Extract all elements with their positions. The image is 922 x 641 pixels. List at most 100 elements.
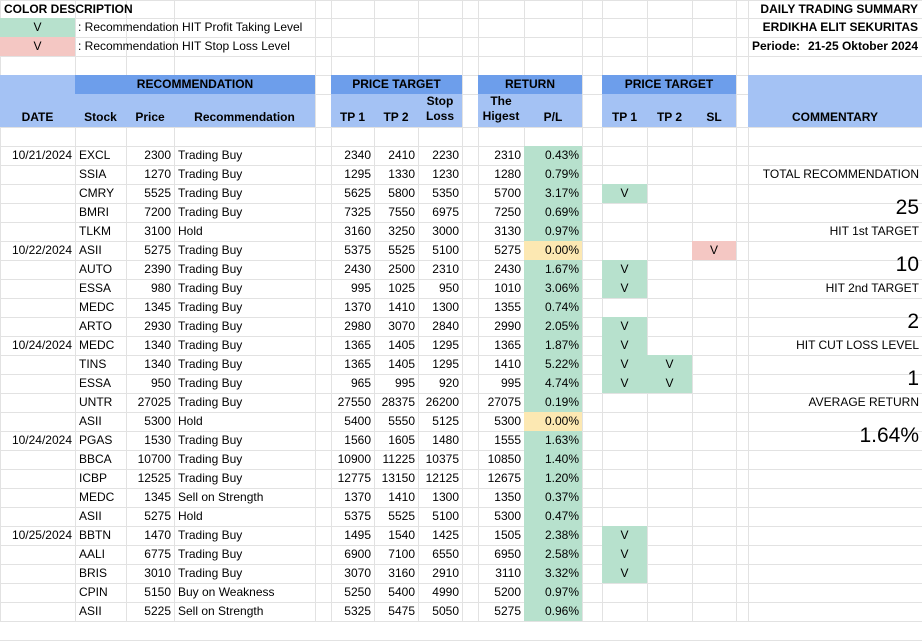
date-cell	[0, 412, 75, 431]
highest-cell: 1505	[494, 528, 521, 542]
stop-loss-header-line2: Loss	[425, 109, 454, 123]
pl-cell: 0.00%	[524, 241, 582, 260]
hit-tp1-cell: V	[602, 564, 647, 583]
tp2-cell: 5400	[388, 585, 415, 599]
date-cell	[0, 374, 75, 393]
pl-cell: 0.43%	[524, 146, 582, 165]
tp1-cell: 6900	[344, 547, 371, 561]
hit-second-target-label: HIT 2nd TARGET	[825, 281, 919, 295]
date-cell	[0, 165, 75, 184]
stop-loss-cell: 5125	[432, 414, 459, 428]
tp2-cell: 7100	[388, 547, 415, 561]
date-cell	[0, 355, 75, 374]
tp1-cell: 5375	[344, 509, 371, 523]
gridline-vertical	[748, 0, 749, 622]
price-cell: 5275	[144, 243, 171, 257]
date-cell	[0, 260, 75, 279]
hit-sl-cell	[692, 526, 736, 545]
recommendation-cell: Hold	[178, 224, 203, 238]
hit-tp1-cell	[602, 203, 647, 222]
price-cell: 5150	[144, 585, 171, 599]
hit-tp2-cell	[647, 184, 692, 203]
recommendation-cell: Trading Buy	[178, 243, 243, 257]
highest-cell: 5275	[494, 243, 521, 257]
stock-cell: SSIA	[79, 167, 107, 181]
period-label: Periode:	[752, 39, 801, 53]
hit-sl-cell	[692, 602, 736, 621]
highest-cell: 3130	[494, 224, 521, 238]
tp2-cell: 5525	[388, 243, 415, 257]
stock-cell: EXCL	[79, 148, 111, 162]
hit-cut-loss-value: 1	[907, 367, 919, 390]
stop-loss-cell: 1300	[432, 300, 459, 314]
tp1-cell: 5625	[344, 186, 371, 200]
gridline-vertical	[0, 0, 1, 622]
hit-tp1-cell	[602, 393, 647, 412]
recommendation-cell: Trading Buy	[178, 376, 243, 390]
date-cell	[0, 564, 75, 583]
price-cell: 2930	[144, 319, 171, 333]
rec-subheader-bg	[75, 94, 315, 127]
gridline-horizontal	[0, 488, 922, 489]
price-cell: 5225	[144, 604, 171, 618]
tp2-cell: 1330	[388, 167, 415, 181]
tp2-cell: 3250	[388, 224, 415, 238]
gridline-horizontal	[0, 241, 922, 242]
highest-cell: 5300	[494, 414, 521, 428]
gridline-horizontal	[0, 336, 922, 337]
hit-tp1-cell	[602, 450, 647, 469]
hit-tp2-cell	[647, 146, 692, 165]
hit-sl-cell	[692, 545, 736, 564]
gridline-horizontal	[0, 317, 922, 318]
hit-tp2-header: TP 2	[656, 110, 683, 124]
pl-cell: 0.19%	[524, 393, 582, 412]
hit-tp1-header: TP 1	[611, 110, 638, 124]
highest-cell: 2430	[494, 262, 521, 276]
highest-cell: 1365	[494, 338, 521, 352]
stock-cell: AUTO	[79, 262, 113, 276]
tp2-cell: 7550	[388, 205, 415, 219]
hit-tp1-cell	[602, 146, 647, 165]
hit-sl-cell	[692, 184, 736, 203]
hit-tp1-cell	[602, 241, 647, 260]
gridline-vertical	[692, 0, 693, 622]
tp1-cell: 3070	[344, 566, 371, 580]
legend-stop-swatch: V	[0, 37, 75, 56]
legend-stop-label: : Recommendation HIT Stop Loss Level	[78, 39, 290, 53]
stock-cell: ESSA	[79, 376, 112, 390]
gridline-horizontal	[0, 165, 922, 166]
average-return-label: AVERAGE RETURN	[808, 395, 919, 409]
date-cell	[0, 450, 75, 469]
stock-cell: AALI	[79, 547, 106, 561]
stop-loss-cell: 1425	[432, 528, 459, 542]
tp2-cell: 1540	[388, 528, 415, 542]
color-description-title: COLOR DESCRIPTION	[4, 2, 133, 16]
hit-second-target-value: 2	[907, 310, 919, 333]
hit-tp2-cell	[647, 564, 692, 583]
stop-loss-cell: 4990	[432, 585, 459, 599]
gridline-vertical	[174, 0, 175, 622]
return-group-bg	[478, 75, 582, 94]
stock-cell: ESSA	[79, 281, 112, 295]
hit-tp2-cell	[647, 526, 692, 545]
legend-profit-swatch: V	[0, 18, 75, 37]
recommendation-cell: Trading Buy	[178, 395, 243, 409]
highest-cell: 2310	[494, 148, 521, 162]
average-return-value: 1.64%	[859, 424, 919, 447]
highest-cell: 995	[500, 376, 521, 390]
gridline-horizontal	[0, 374, 922, 375]
highest-cell: 3110	[495, 566, 521, 580]
pl-cell: 1.67%	[524, 260, 582, 279]
gridline-horizontal	[0, 0, 922, 1]
tp2-cell: 28375	[381, 395, 415, 409]
gridline-vertical	[647, 0, 648, 622]
price-cell: 12525	[137, 471, 171, 485]
stop-loss-cell: 1295	[432, 338, 459, 352]
hit-tp1-cell	[602, 507, 647, 526]
hit-tp1-cell: V	[602, 545, 647, 564]
hit-tp2-cell	[647, 583, 692, 602]
tp2-header: TP 2	[383, 110, 409, 124]
price-header: Price	[135, 110, 165, 124]
stop-loss-cell: 950	[438, 281, 459, 295]
stock-cell: CMRY	[79, 186, 115, 200]
